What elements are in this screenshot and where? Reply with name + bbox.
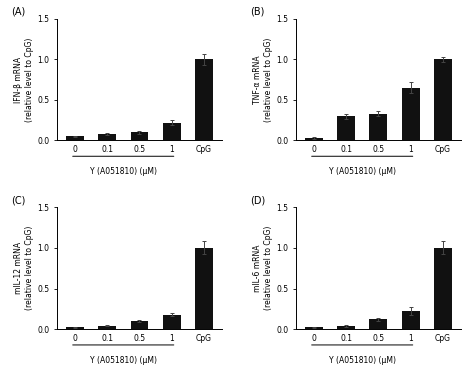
Bar	[66, 328, 84, 329]
Y-axis label: mIL-6 mRNA
(relative level to CpG): mIL-6 mRNA (relative level to CpG)	[253, 226, 274, 310]
Bar	[434, 248, 452, 329]
Bar	[66, 137, 84, 140]
Y-axis label: TNF-α mRNA
(relative level to CpG): TNF-α mRNA (relative level to CpG)	[253, 37, 274, 122]
Bar	[163, 123, 180, 140]
Bar	[370, 319, 387, 329]
Text: (C): (C)	[11, 195, 25, 205]
Bar	[370, 114, 387, 140]
Bar	[434, 59, 452, 140]
Text: Y (A051810) (μM): Y (A051810) (μM)	[329, 356, 396, 365]
Y-axis label: IFN-β mRNA
(relative level to CpG): IFN-β mRNA (relative level to CpG)	[14, 37, 35, 122]
Text: (A): (A)	[11, 6, 25, 16]
Text: (D): (D)	[250, 195, 265, 205]
Text: Y (A051810) (μM): Y (A051810) (μM)	[90, 167, 157, 176]
Bar	[195, 248, 213, 329]
Bar	[98, 326, 116, 329]
Bar	[402, 88, 419, 140]
Bar	[337, 326, 355, 329]
Bar	[337, 116, 355, 140]
Text: (B): (B)	[250, 6, 264, 16]
Bar	[163, 315, 180, 329]
Text: Y (A051810) (μM): Y (A051810) (μM)	[90, 356, 157, 365]
Bar	[305, 328, 323, 329]
Bar	[195, 59, 213, 140]
Bar	[402, 311, 419, 329]
Y-axis label: mIL-12 mRNA
(relative level to CpG): mIL-12 mRNA (relative level to CpG)	[14, 226, 35, 310]
Bar	[131, 132, 148, 140]
Text: Y (A051810) (μM): Y (A051810) (μM)	[329, 167, 396, 176]
Bar	[305, 138, 323, 140]
Bar	[131, 321, 148, 329]
Bar	[98, 134, 116, 140]
